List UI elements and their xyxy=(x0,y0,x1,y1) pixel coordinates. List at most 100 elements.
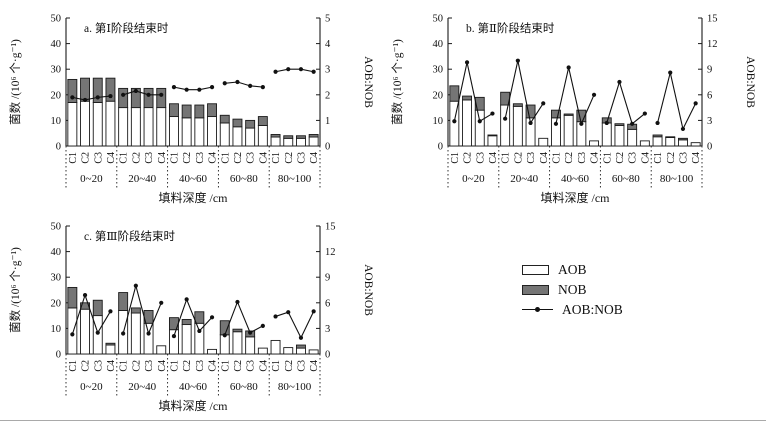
svg-text:C2: C2 xyxy=(564,152,575,164)
svg-text:填料深度 /cm: 填料深度 /cm xyxy=(541,190,611,205)
svg-text:C2: C2 xyxy=(615,152,626,164)
svg-text:填料深度 /cm: 填料深度 /cm xyxy=(159,398,229,413)
bottom-rule xyxy=(0,420,766,421)
svg-text:C4: C4 xyxy=(590,152,601,164)
svg-text:AOB:NOB: AOB:NOB xyxy=(362,56,374,108)
svg-text:C2: C2 xyxy=(182,360,193,372)
svg-text:40: 40 xyxy=(51,247,62,258)
svg-text:10: 10 xyxy=(51,116,62,127)
svg-text:30: 30 xyxy=(433,65,444,76)
svg-text:C4: C4 xyxy=(258,152,269,164)
svg-text:20~40: 20~40 xyxy=(510,173,538,185)
svg-text:AOB:NOB: AOB:NOB xyxy=(744,56,756,108)
svg-text:20: 20 xyxy=(51,298,62,309)
svg-text:菌数 /(10⁶ 个·g⁻¹): 菌数 /(10⁶ 个·g⁻¹) xyxy=(8,247,22,333)
svg-text:0~20: 0~20 xyxy=(80,381,103,393)
svg-text:0: 0 xyxy=(438,142,443,153)
svg-text:80~100: 80~100 xyxy=(660,173,694,185)
svg-text:C2: C2 xyxy=(513,152,524,164)
svg-text:2: 2 xyxy=(325,90,330,101)
svg-text:C2: C2 xyxy=(233,152,244,164)
svg-text:60~80: 60~80 xyxy=(612,173,640,185)
svg-text:5: 5 xyxy=(325,14,330,25)
svg-text:20: 20 xyxy=(51,90,62,101)
legend-label-ratio: AOB:NOB xyxy=(562,301,623,317)
svg-text:C3: C3 xyxy=(144,360,155,372)
svg-text:10: 10 xyxy=(433,116,444,127)
svg-text:C4: C4 xyxy=(208,360,219,372)
svg-text:C2: C2 xyxy=(284,360,295,372)
svg-text:C4: C4 xyxy=(539,152,550,164)
svg-text:C1: C1 xyxy=(220,360,231,372)
svg-text:80~100: 80~100 xyxy=(278,381,312,393)
svg-text:15: 15 xyxy=(325,222,336,233)
svg-text:40~60: 40~60 xyxy=(561,173,589,185)
svg-text:C3: C3 xyxy=(526,152,537,164)
svg-text:C4: C4 xyxy=(106,360,117,372)
legend-item-aob: AOB xyxy=(522,262,623,277)
svg-text:C3: C3 xyxy=(246,360,257,372)
svg-text:40~60: 40~60 xyxy=(179,173,207,185)
subplot-b: 0 10 20 30 40 50 0 3 6 9 12 15 C1 C2 C3 C4 0~20 C1 C2 C3 C4 2… xyxy=(388,4,760,208)
svg-text:80~100: 80~100 xyxy=(278,173,312,185)
subplot-c: 0 10 20 30 40 50 0 3 6 9 12 15 C1 C2 C3 C4 0~20 C1 C2 C3 C4 2… xyxy=(6,212,378,416)
svg-text:C3: C3 xyxy=(93,152,104,164)
svg-text:AOB:NOB: AOB:NOB xyxy=(362,264,374,316)
svg-text:C1: C1 xyxy=(450,152,461,164)
svg-text:C1: C1 xyxy=(271,152,282,164)
svg-text:a. 第Ⅰ阶段结束时: a. 第Ⅰ阶段结束时 xyxy=(84,21,169,35)
svg-text:C1: C1 xyxy=(119,152,130,164)
ratio-line-swatch xyxy=(522,307,553,312)
svg-text:10: 10 xyxy=(51,324,62,335)
svg-text:C3: C3 xyxy=(93,360,104,372)
svg-text:6: 6 xyxy=(325,298,330,309)
ratio-dot-icon xyxy=(535,307,540,312)
legend-item-ratio: AOB:NOB xyxy=(522,302,623,317)
svg-text:12: 12 xyxy=(325,247,336,258)
svg-text:b. 第Ⅱ阶段结束时: b. 第Ⅱ阶段结束时 xyxy=(466,21,555,35)
svg-text:C4: C4 xyxy=(208,152,219,164)
svg-text:填料深度 /cm: 填料深度 /cm xyxy=(159,190,229,205)
svg-text:40: 40 xyxy=(51,39,62,50)
svg-text:C2: C2 xyxy=(81,360,92,372)
svg-text:C3: C3 xyxy=(195,152,206,164)
svg-text:C3: C3 xyxy=(144,152,155,164)
svg-text:C2: C2 xyxy=(81,152,92,164)
svg-text:20~40: 20~40 xyxy=(128,381,156,393)
svg-text:C2: C2 xyxy=(131,360,142,372)
svg-text:3: 3 xyxy=(325,65,330,76)
svg-text:C4: C4 xyxy=(258,360,269,372)
svg-text:6: 6 xyxy=(707,90,712,101)
svg-text:60~80: 60~80 xyxy=(230,173,258,185)
svg-text:15: 15 xyxy=(707,14,718,25)
svg-text:菌数 /(10⁶ 个·g⁻¹): 菌数 /(10⁶ 个·g⁻¹) xyxy=(8,39,22,125)
svg-text:0: 0 xyxy=(325,142,330,153)
svg-text:30: 30 xyxy=(51,273,62,284)
legend-label-nob: NOB xyxy=(558,281,587,297)
svg-text:9: 9 xyxy=(707,65,712,76)
legend: AOB NOB AOB:NOB xyxy=(522,262,623,317)
svg-text:C2: C2 xyxy=(284,152,295,164)
svg-text:C3: C3 xyxy=(195,360,206,372)
svg-text:C2: C2 xyxy=(463,152,474,164)
svg-text:C1: C1 xyxy=(501,152,512,164)
svg-text:3: 3 xyxy=(325,324,330,335)
svg-text:C3: C3 xyxy=(628,152,639,164)
nob-swatch xyxy=(522,284,549,295)
svg-text:C1: C1 xyxy=(653,152,664,164)
svg-text:C1: C1 xyxy=(68,152,79,164)
svg-text:1: 1 xyxy=(325,116,330,127)
svg-text:3: 3 xyxy=(707,116,712,127)
svg-text:0~20: 0~20 xyxy=(462,173,485,185)
svg-text:C4: C4 xyxy=(157,360,168,372)
svg-text:C2: C2 xyxy=(666,152,677,164)
aob-swatch xyxy=(522,264,549,275)
svg-text:20: 20 xyxy=(433,90,444,101)
svg-text:C1: C1 xyxy=(169,360,180,372)
svg-text:C2: C2 xyxy=(233,360,244,372)
svg-text:c. 第Ⅲ阶段结束时: c. 第Ⅲ阶段结束时 xyxy=(84,229,175,243)
